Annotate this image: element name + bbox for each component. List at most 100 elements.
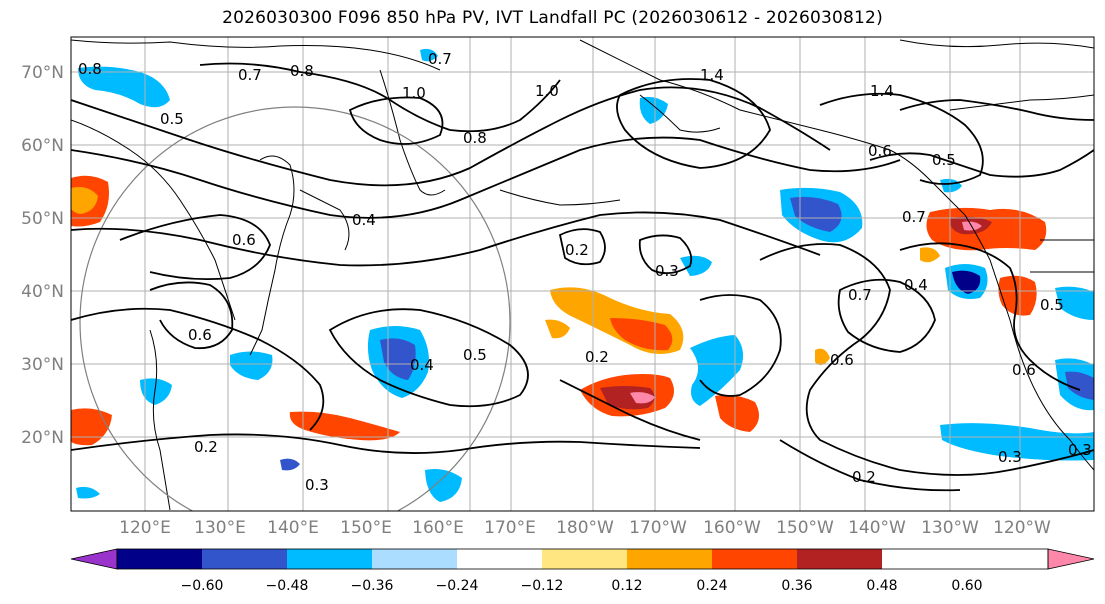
negative-anomaly-region [1055, 286, 1094, 320]
positive-anomaly-region [815, 348, 830, 366]
lon-label: 150°E [340, 518, 392, 538]
lat-label: 50°N [21, 209, 64, 229]
positive-anomaly-region [289, 411, 400, 441]
negative-anomaly-region [230, 351, 273, 380]
contour-label-group: 0.8 0.7 0.8 0.7 1.0 1.0 1.4 1.4 0.8 0.6 … [78, 50, 1092, 494]
colorbar-extend-right [1047, 548, 1095, 570]
colorbar-segment [627, 549, 712, 569]
lon-label: 120°W [993, 518, 1051, 538]
colorbar-segment [287, 549, 372, 569]
lon-label: 170°W [629, 518, 687, 538]
colorbar-tick-label: −0.12 [521, 578, 564, 594]
contour-label: 0.5 [463, 346, 487, 364]
negative-anomaly-region [76, 486, 100, 499]
colorbar-segment [542, 549, 627, 569]
colorbar-segment [372, 549, 457, 569]
colorbar-tick-label: −0.60 [181, 578, 224, 594]
positive-anomaly-region [630, 392, 655, 404]
contour-label: 0.5 [1040, 296, 1064, 314]
positive-anomaly-region [998, 275, 1037, 316]
colorbar-tick-label: 0.12 [611, 578, 642, 594]
lon-label: 160°E [412, 518, 464, 538]
contour-label: 0.2 [585, 348, 609, 366]
lon-label: 130°W [921, 518, 979, 538]
positive-anomaly-region [610, 318, 673, 351]
lon-label: 180°W [556, 518, 614, 538]
pv-contours [71, 62, 1094, 492]
contour-label: 0.7 [238, 66, 262, 84]
lon-label: 150°W [776, 518, 834, 538]
lon-label: 160°W [703, 518, 761, 538]
lon-label: 140°W [848, 518, 906, 538]
latitude-labels: 70°N 60°N 50°N 40°N 30°N 20°N [21, 63, 64, 448]
negative-anomaly-region [952, 270, 981, 294]
colorbar-segment [117, 549, 202, 569]
contour-label: 0.8 [463, 129, 487, 147]
lon-label: 170°E [484, 518, 536, 538]
map-background [71, 37, 1094, 511]
positive-anomaly-region [545, 319, 570, 339]
contour-label: 0.4 [352, 211, 376, 229]
contour-label: 0.8 [78, 60, 102, 78]
negative-anomaly-region [280, 458, 300, 471]
contour-label: 0.3 [998, 448, 1022, 466]
colorbar-segment [202, 549, 287, 569]
contour-label: 1.0 [535, 82, 559, 100]
negative-anomaly-region [140, 378, 172, 405]
colorbar-segment [457, 549, 542, 569]
colorbar: −0.60 −0.48 −0.36 −0.24 −0.12 0.12 0.24 … [70, 548, 1095, 594]
contour-label: 0.4 [410, 356, 434, 374]
negative-anomaly-region [790, 196, 842, 232]
lat-label: 40°N [21, 282, 64, 302]
contour-label: 1.0 [402, 84, 426, 102]
contour-label: 0.2 [565, 241, 589, 259]
positive-anomaly-region [71, 187, 98, 214]
negative-anomaly-region [425, 469, 462, 502]
negative-anomaly-region [78, 66, 170, 108]
colorbar-tick-label: −0.24 [436, 578, 479, 594]
positive-anomaly-region [600, 386, 655, 410]
longitude-labels: 120°E 130°E 140°E 150°E 160°E 170°E 180°… [119, 518, 1051, 538]
contour-label: 0.6 [188, 326, 212, 344]
contour-label: 0.2 [194, 438, 218, 456]
lat-label: 70°N [21, 63, 64, 83]
contour-label: 0.7 [902, 208, 926, 226]
negative-anomaly-region [380, 338, 416, 380]
contour-label: 0.6 [868, 142, 892, 160]
lat-label: 60°N [21, 136, 64, 156]
map-title: 2026030300 F096 850 hPa PV, IVT Landfall… [222, 8, 883, 28]
positive-anomaly-region [920, 247, 940, 263]
colorbar-tick-label: −0.36 [351, 578, 394, 594]
contour-label: 0.8 [290, 62, 314, 80]
colorbar-tick-label: 0.60 [951, 578, 982, 594]
contour-label: 0.3 [305, 476, 329, 494]
contour-label: 0.6 [830, 351, 854, 369]
lon-label: 140°E [267, 518, 319, 538]
colorbar-outline [116, 548, 1049, 570]
negative-anomaly-region [690, 335, 744, 406]
contour-label: 0.6 [232, 231, 256, 249]
colorbar-tick-label: 0.48 [866, 578, 897, 594]
colorbar-segment [797, 549, 882, 569]
contour-label: 1.4 [870, 82, 894, 100]
map-frame [70, 36, 1095, 512]
lat-label: 20°N [21, 428, 64, 448]
contour-label: 0.6 [1012, 361, 1036, 379]
lon-label: 120°E [119, 518, 171, 538]
colorbar-segment [712, 549, 797, 569]
range-circle [79, 106, 511, 511]
contour-label: 0.2 [852, 468, 876, 486]
negative-anomaly-region [639, 96, 668, 124]
colorbar-extend-left [70, 548, 118, 570]
contour-label: 0.4 [904, 276, 928, 294]
lon-label: 130°E [194, 518, 246, 538]
colorbar-tick-label: 0.36 [781, 578, 812, 594]
negative-anomaly-region [420, 48, 438, 62]
lat-label: 30°N [21, 355, 64, 375]
contour-label: 0.7 [848, 286, 872, 304]
pv-shading [71, 48, 1094, 502]
colorbar-tick-label: 0.24 [696, 578, 727, 594]
negative-anomaly-region [940, 423, 1094, 461]
contour-label: 0.7 [428, 50, 452, 68]
